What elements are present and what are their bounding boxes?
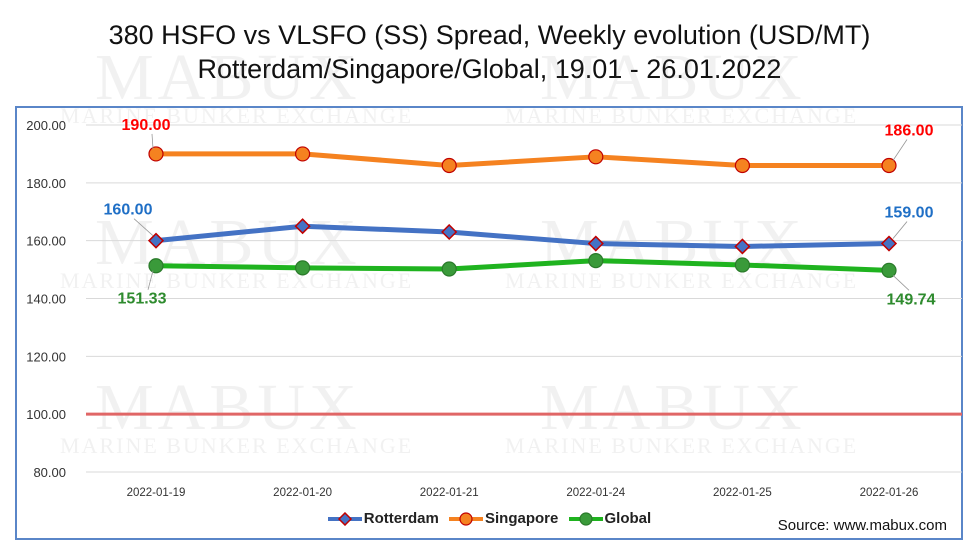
legend-label-global: Global	[604, 510, 652, 527]
data-point-rotterdam	[734, 238, 751, 255]
data-point-rotterdam	[880, 235, 898, 252]
legend-item-singapore: Singapore	[448, 510, 559, 527]
data-point-singapore	[881, 157, 897, 174]
series-line-singapore	[156, 151, 889, 168]
legend-item-rotterdam: Rotterdam	[327, 510, 439, 527]
data-point-global	[148, 258, 164, 274]
legend-swatch-rotterdam	[327, 511, 362, 526]
data-point-rotterdam	[587, 235, 604, 252]
data-label-leader-global	[892, 275, 910, 291]
y-tick-label: 160.00	[26, 234, 66, 249]
data-point-global	[588, 253, 604, 269]
series-line-global	[155, 258, 890, 273]
data-label-leader-singapore	[151, 133, 154, 149]
data-point-global	[734, 257, 751, 273]
legend-item-global: Global	[568, 510, 652, 527]
source-text: Source: www.mabux.com	[777, 517, 947, 534]
legend: Rotterdam Singapore Global	[0, 510, 979, 530]
y-tick-label: 180.00	[26, 176, 66, 191]
legend-label-singapore: Singapore	[484, 510, 559, 527]
data-point-singapore	[148, 146, 164, 162]
legend-swatch-singapore	[448, 511, 483, 526]
y-tick-label: 100.00	[26, 407, 66, 422]
y-tick-label: 140.00	[26, 292, 66, 307]
x-tick-label: 2022-01-24	[566, 487, 625, 499]
x-tick-label: 2022-01-26	[860, 487, 919, 499]
chart-title-block: 380 HSFO vs VLSFO (SS) Spread, Weekly ev…	[0, 18, 979, 86]
data-point-global	[295, 260, 311, 276]
data-label-rotterdam-first: 160.00	[104, 202, 153, 219]
data-point-singapore	[441, 157, 457, 174]
data-label-singapore-first: 190.00	[122, 117, 171, 134]
chart-subtitle: Rotterdam/Singapore/Global, 19.01 - 26.0…	[197, 54, 782, 84]
legend-swatch-global	[568, 511, 603, 526]
data-label-leader-global	[147, 270, 154, 290]
data-label-leader-singapore	[892, 139, 908, 161]
x-tick-label: 2022-01-25	[713, 487, 772, 499]
data-label-rotterdam-last: 159.00	[885, 205, 934, 222]
chart-frame	[15, 106, 963, 540]
data-point-singapore	[295, 146, 311, 162]
data-label-global-last: 149.74	[887, 291, 936, 308]
data-label-singapore-last: 186.00	[885, 122, 934, 139]
x-tick-label: 2022-01-21	[420, 487, 479, 499]
data-point-singapore	[588, 149, 604, 165]
y-tick-label: 120.00	[26, 349, 66, 364]
x-tick-label: 2022-01-20	[273, 487, 332, 499]
data-point-rotterdam	[294, 218, 311, 235]
y-tick-label: 200.00	[26, 118, 66, 133]
x-tick-label: 2022-01-19	[127, 487, 186, 499]
data-point-global	[881, 262, 897, 278]
y-tick-label: 80.00	[33, 465, 66, 480]
data-point-rotterdam	[147, 232, 165, 249]
data-point-global	[441, 261, 457, 277]
data-label-global-first: 151.33	[118, 291, 167, 308]
legend-label-rotterdam: Rotterdam	[363, 510, 439, 527]
data-label-leader-rotterdam	[133, 218, 154, 236]
data-point-singapore	[734, 157, 751, 174]
data-point-rotterdam	[441, 223, 458, 241]
series-line-rotterdam	[155, 223, 890, 249]
data-label-leader-rotterdam	[892, 221, 908, 239]
chart-title: 380 HSFO vs VLSFO (SS) Spread, Weekly ev…	[108, 20, 871, 50]
